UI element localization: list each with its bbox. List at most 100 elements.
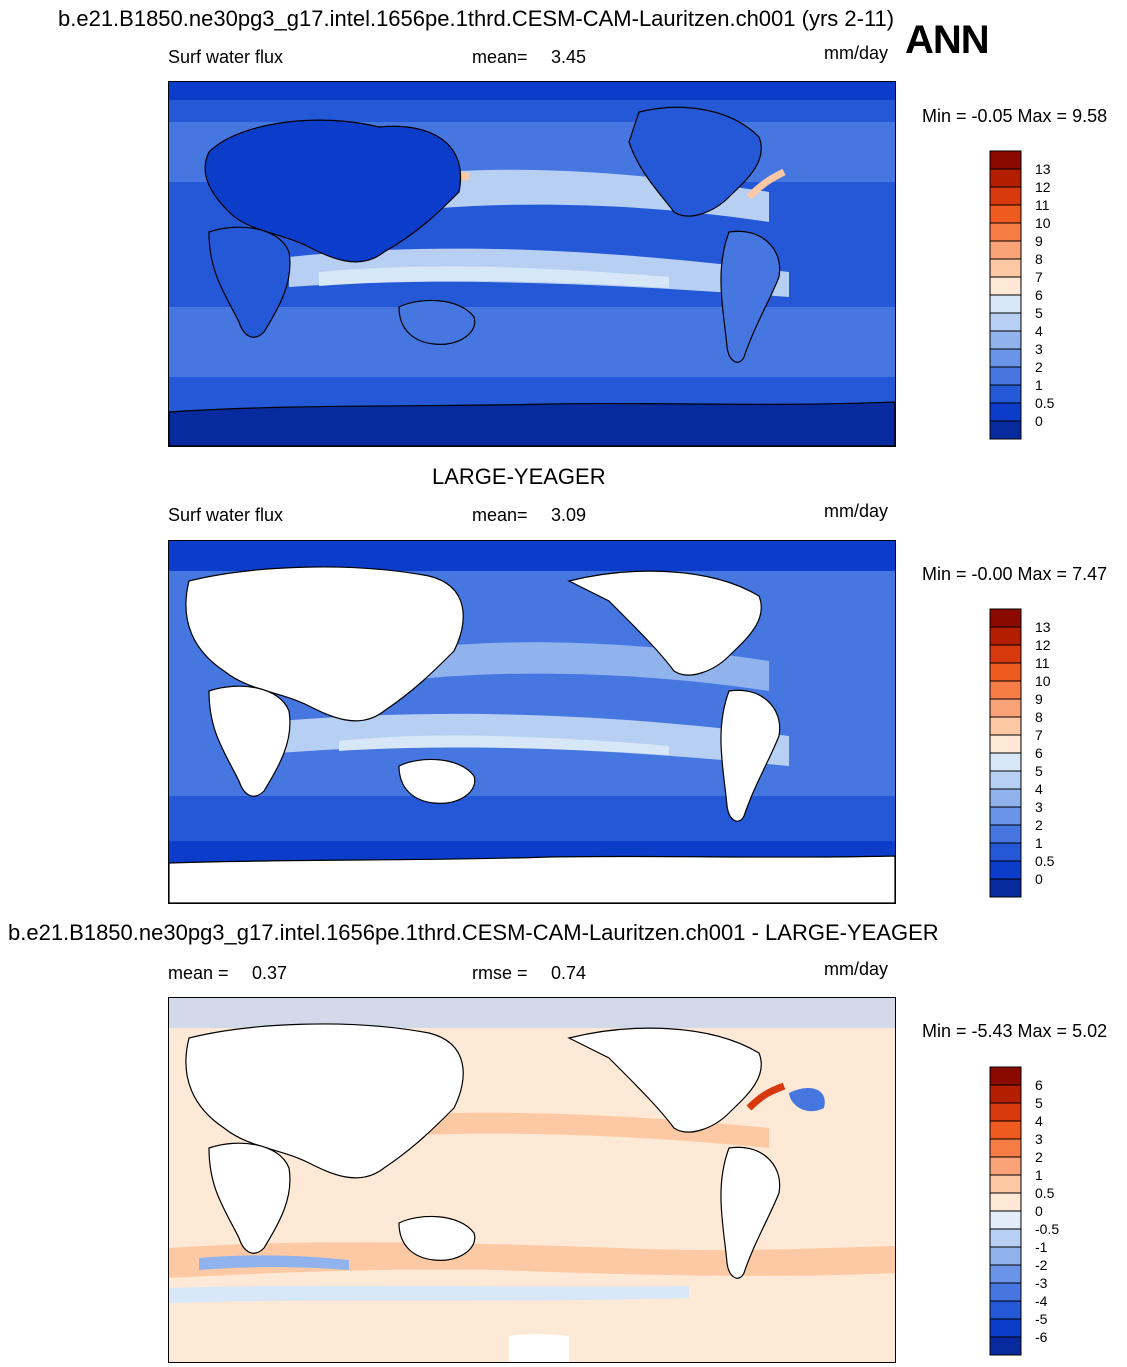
colorbar-tick-label: 3 bbox=[1035, 799, 1043, 815]
colorbar-swatch bbox=[989, 222, 1022, 242]
colorbar-swatch bbox=[989, 1156, 1022, 1176]
colorbar-tick-label: 6 bbox=[1035, 745, 1043, 761]
colorbar-swatch bbox=[989, 240, 1022, 260]
colorbar-swatch bbox=[989, 366, 1022, 386]
colorbar-tick-label: 12 bbox=[1035, 179, 1051, 195]
colorbar-tick-label: 3 bbox=[1035, 341, 1043, 357]
panel1-mean-value: 3.45 bbox=[551, 47, 587, 67]
colorbar-swatch bbox=[989, 770, 1022, 790]
colorbar-tick-label: 0 bbox=[1035, 413, 1043, 429]
colorbar-tick-label: 0.5 bbox=[1035, 1185, 1055, 1201]
colorbar-swatch bbox=[989, 734, 1022, 754]
colorbar-swatch bbox=[989, 1192, 1022, 1212]
colorbar-swatch bbox=[989, 608, 1022, 628]
panel1-colorbar: 13 12 11 10 9 8 7 6 5 4 3 2 1 0.5 0 bbox=[989, 150, 1070, 440]
colorbar-swatch bbox=[989, 1300, 1022, 1320]
panel3-title: b.e21.B1850.ne30pg3_g17.intel.1656pe.1th… bbox=[8, 920, 939, 945]
colorbar-swatch bbox=[989, 1336, 1022, 1356]
colorbar-tick-label: 8 bbox=[1035, 709, 1043, 725]
colorbar-tick-label: 9 bbox=[1035, 691, 1043, 707]
colorbar-tick-label: 10 bbox=[1035, 215, 1051, 231]
colorbar-swatch bbox=[989, 662, 1022, 682]
panel2-map-canvas bbox=[169, 541, 895, 903]
panel1-mean-label: mean= bbox=[472, 47, 528, 67]
colorbar-tick-label: 0 bbox=[1035, 1203, 1043, 1219]
colorbar-swatch bbox=[989, 788, 1022, 808]
panel3-rmse-label: rmse = bbox=[472, 963, 528, 983]
colorbar-swatch bbox=[989, 330, 1022, 350]
colorbar-swatch bbox=[989, 1282, 1022, 1302]
colorbar-swatch bbox=[989, 294, 1022, 314]
colorbar-swatch bbox=[989, 680, 1022, 700]
colorbar-tick-label: 9 bbox=[1035, 233, 1043, 249]
figure-title: b.e21.B1850.ne30pg3_g17.intel.1656pe.1th… bbox=[58, 6, 895, 31]
panel2-mean-label: mean= bbox=[472, 505, 528, 525]
colorbar-tick-label: 11 bbox=[1035, 655, 1050, 671]
colorbar-swatch bbox=[989, 258, 1022, 278]
panel3-minmax: Min = -5.43 Max = 5.02 bbox=[922, 1021, 1108, 1041]
colorbar-tick-label: 13 bbox=[1035, 161, 1051, 177]
colorbar-swatch bbox=[989, 626, 1022, 646]
colorbar-tick-label: 6 bbox=[1035, 1077, 1043, 1093]
colorbar-tick-label: 0 bbox=[1035, 871, 1043, 887]
colorbar-swatch bbox=[989, 644, 1022, 664]
colorbar-tick-label: 8 bbox=[1035, 251, 1043, 267]
panel2-title: LARGE-YEAGER bbox=[432, 464, 606, 489]
colorbar-swatch bbox=[989, 824, 1022, 844]
colorbar-tick-label: 1 bbox=[1035, 377, 1043, 393]
colorbar-tick-label: 7 bbox=[1035, 727, 1043, 743]
colorbar-tick-label: 5 bbox=[1035, 1095, 1043, 1111]
panel3-mean-label: mean = bbox=[168, 963, 229, 983]
season-label: ANN bbox=[905, 18, 990, 62]
colorbar-swatch bbox=[989, 312, 1022, 332]
colorbar-tick-label: 1 bbox=[1035, 835, 1043, 851]
panel1-map bbox=[168, 81, 896, 447]
colorbar-swatch bbox=[989, 1246, 1022, 1266]
colorbar-tick-label: 2 bbox=[1035, 1149, 1043, 1165]
colorbar-tick-label: 11 bbox=[1035, 197, 1050, 213]
colorbar-tick-label: 12 bbox=[1035, 637, 1051, 653]
colorbar-swatch bbox=[989, 878, 1022, 898]
colorbar-swatch bbox=[989, 204, 1022, 224]
colorbar-tick-label: 13 bbox=[1035, 619, 1051, 635]
panel2-colorbar: 13 12 11 10 9 8 7 6 5 4 3 2 1 0.5 0 bbox=[989, 608, 1070, 898]
colorbar-swatch bbox=[989, 1264, 1022, 1284]
panel1-map-canvas bbox=[169, 82, 895, 446]
colorbar-tick-label: -3 bbox=[1035, 1275, 1048, 1291]
colorbar-swatch bbox=[989, 1066, 1022, 1086]
colorbar-swatch bbox=[989, 860, 1022, 880]
colorbar-tick-label: 3 bbox=[1035, 1131, 1043, 1147]
colorbar-swatch bbox=[989, 186, 1022, 206]
colorbar-swatch bbox=[989, 1318, 1022, 1338]
colorbar-tick-label: -5 bbox=[1035, 1311, 1048, 1327]
colorbar-swatch bbox=[989, 1210, 1022, 1230]
colorbar-swatch bbox=[989, 1102, 1022, 1122]
panel3-rmse-value: 0.74 bbox=[551, 963, 587, 983]
colorbar-tick-label: 0.5 bbox=[1035, 853, 1055, 869]
colorbar-swatch bbox=[989, 716, 1022, 736]
panel3-colorbar: 6 5 4 3 2 1 0.5 0 -0.5 -1 -2 -3 -4 -5 -6 bbox=[989, 1066, 1070, 1356]
panel2-minmax: Min = -0.00 Max = 7.47 bbox=[922, 564, 1108, 584]
colorbar-tick-label: -6 bbox=[1035, 1329, 1048, 1345]
colorbar-tick-label: 6 bbox=[1035, 287, 1043, 303]
colorbar-swatch bbox=[989, 402, 1022, 422]
panel3-map bbox=[168, 997, 896, 1363]
colorbar-tick-label: 4 bbox=[1035, 323, 1043, 339]
panel2-mean-value: 3.09 bbox=[551, 505, 587, 525]
colorbar-tick-label: 0.5 bbox=[1035, 395, 1055, 411]
colorbar-tick-label: 5 bbox=[1035, 763, 1043, 779]
panel3-map-canvas bbox=[169, 998, 895, 1362]
colorbar-swatch bbox=[989, 806, 1022, 826]
colorbar-swatch bbox=[989, 150, 1022, 170]
colorbar-tick-label: 4 bbox=[1035, 781, 1043, 797]
panel1-minmax: Min = -0.05 Max = 9.58 bbox=[922, 106, 1108, 126]
colorbar-swatch bbox=[989, 842, 1022, 862]
colorbar-tick-label: 7 bbox=[1035, 269, 1043, 285]
colorbar-tick-label: -1 bbox=[1035, 1239, 1048, 1255]
colorbar-swatch bbox=[989, 1228, 1022, 1248]
colorbar-swatch bbox=[989, 752, 1022, 772]
colorbar-swatch bbox=[989, 698, 1022, 718]
panel3-colorbar-svg: 6 5 4 3 2 1 0.5 0 -0.5 -1 -2 -3 -4 -5 -6 bbox=[989, 1066, 1059, 1356]
colorbar-swatch bbox=[989, 1084, 1022, 1104]
panel2-colorbar-svg: 13 12 11 10 9 8 7 6 5 4 3 2 1 0.5 0 bbox=[989, 608, 1055, 898]
